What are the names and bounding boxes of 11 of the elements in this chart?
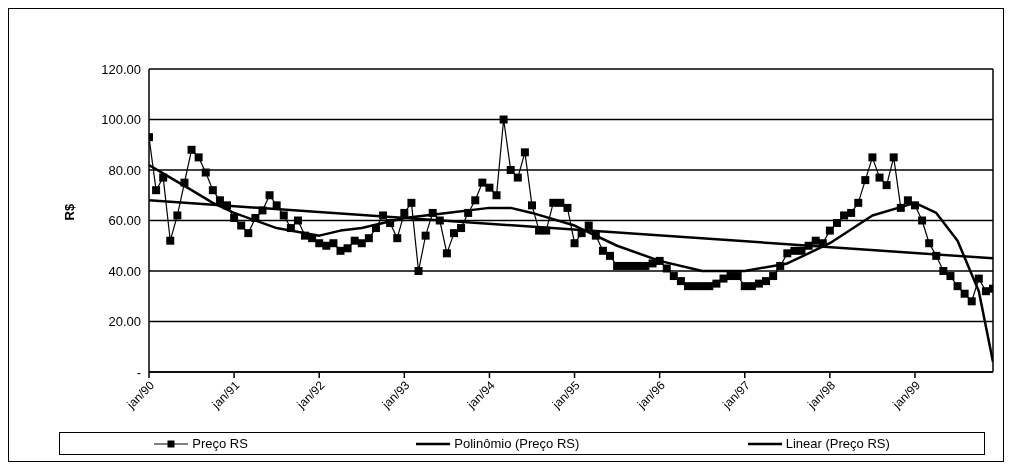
y-tick-label: - [136,364,141,380]
y-tick-label: 120.00 [101,61,141,77]
y-axis-title: R$ [61,203,77,221]
legend-label: Polinômio (Preço RS) [453,436,580,451]
y-tick-label: 100.00 [101,112,141,128]
y-tick-label: 40.00 [108,263,141,279]
y-tick-label: 20.00 [108,314,141,330]
legend-label: Preço RS [191,436,248,451]
legend-label: Linear (Preço RS) [784,436,890,451]
y-tick-label: 80.00 [108,162,141,178]
y-tick-label: 60.00 [108,213,141,229]
